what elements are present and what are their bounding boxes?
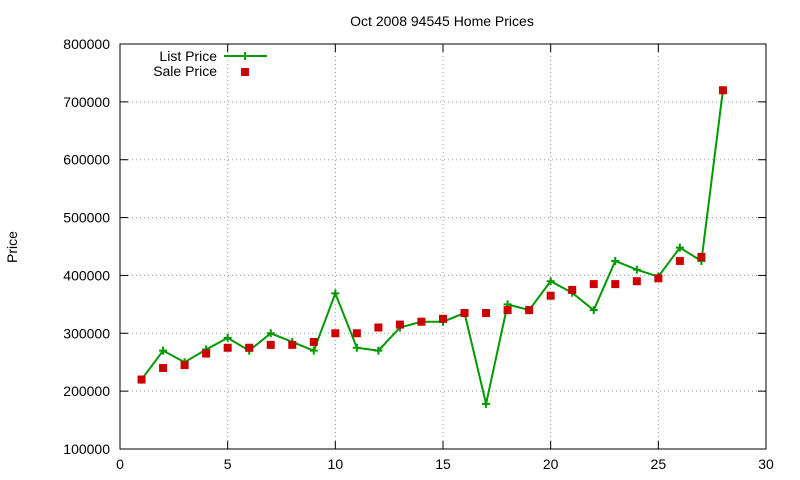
series-points bbox=[137, 86, 727, 408]
sale-price-point bbox=[611, 280, 620, 289]
list-price-point bbox=[331, 289, 340, 298]
sale-price-point bbox=[352, 329, 361, 338]
sale-price-point bbox=[223, 343, 232, 352]
list-price-point bbox=[675, 243, 684, 252]
y-tick-label: 300000 bbox=[63, 325, 110, 341]
list-price-point bbox=[589, 306, 598, 315]
y-tick-label: 700000 bbox=[63, 94, 110, 110]
y-tick-label: 400000 bbox=[63, 267, 110, 283]
sale-price-point bbox=[460, 309, 469, 318]
sale-price-point bbox=[395, 320, 404, 329]
sale-price-point bbox=[589, 280, 598, 289]
series-lines bbox=[140, 90, 724, 405]
list-price-point bbox=[266, 329, 275, 338]
sale-price-point bbox=[202, 349, 211, 358]
list-price-point bbox=[352, 343, 361, 352]
list-price-point bbox=[223, 333, 232, 342]
sale-price-point bbox=[245, 343, 254, 352]
list-price-point bbox=[482, 399, 491, 408]
grid bbox=[120, 44, 766, 449]
axis-ticks: 0 5 10 15 20 25 30 100000 200000 300000 400000 5000… bbox=[63, 36, 774, 472]
sale-price-point bbox=[568, 285, 577, 294]
sale-price-point bbox=[546, 291, 555, 300]
sale-price-point bbox=[137, 375, 146, 384]
x-tick-label: 20 bbox=[543, 456, 559, 472]
sale-price-point bbox=[159, 364, 168, 372]
x-tick-label: 5 bbox=[224, 456, 232, 472]
sale-price-point bbox=[417, 317, 426, 326]
sale-price-point bbox=[374, 323, 383, 332]
y-tick-label: 200000 bbox=[63, 383, 110, 399]
y-axis-label: Price bbox=[4, 231, 20, 263]
y-tick-label: 100000 bbox=[63, 441, 110, 457]
y-tick-label: 500000 bbox=[63, 210, 110, 226]
list-price-point bbox=[159, 346, 168, 355]
list-price-point bbox=[611, 256, 620, 265]
x-tick-label: 25 bbox=[651, 456, 667, 472]
sale-price-point bbox=[309, 337, 318, 346]
legend-swatch-marker-list-price bbox=[241, 52, 249, 60]
sale-price-point bbox=[675, 256, 684, 265]
sale-price-point bbox=[266, 340, 275, 349]
sale-price-point bbox=[331, 329, 340, 338]
legend-swatch-marker-sale-price bbox=[241, 68, 249, 76]
sale-price-point bbox=[697, 252, 706, 261]
sale-price-point bbox=[654, 274, 663, 283]
sale-price-point bbox=[718, 86, 727, 95]
y-tick-label: 800000 bbox=[63, 36, 110, 52]
sale-price-point bbox=[525, 306, 534, 315]
sale-price-point bbox=[439, 314, 447, 323]
list-price-point bbox=[632, 265, 641, 274]
list-price-point bbox=[309, 346, 318, 355]
chart-title: Oct 2008 94545 Home Prices bbox=[350, 13, 534, 29]
plot-frame bbox=[119, 43, 767, 450]
sale-price-point bbox=[503, 306, 512, 315]
x-tick-label: 0 bbox=[116, 456, 124, 472]
sale-price-point bbox=[180, 361, 189, 370]
x-tick-label: 10 bbox=[328, 456, 344, 472]
series-line-list-price bbox=[140, 90, 724, 405]
x-tick-label: 30 bbox=[758, 456, 774, 472]
y-tick-label: 600000 bbox=[63, 152, 110, 168]
sale-price-point bbox=[482, 309, 491, 318]
legend-label-list-price: List Price bbox=[159, 48, 217, 64]
legend-label-sale-price: Sale Price bbox=[153, 63, 217, 79]
list-price-point bbox=[546, 277, 555, 286]
sale-price-point bbox=[632, 277, 641, 286]
list-price-point bbox=[374, 346, 383, 355]
x-tick-label: 15 bbox=[435, 456, 451, 472]
sale-price-point bbox=[288, 340, 297, 349]
